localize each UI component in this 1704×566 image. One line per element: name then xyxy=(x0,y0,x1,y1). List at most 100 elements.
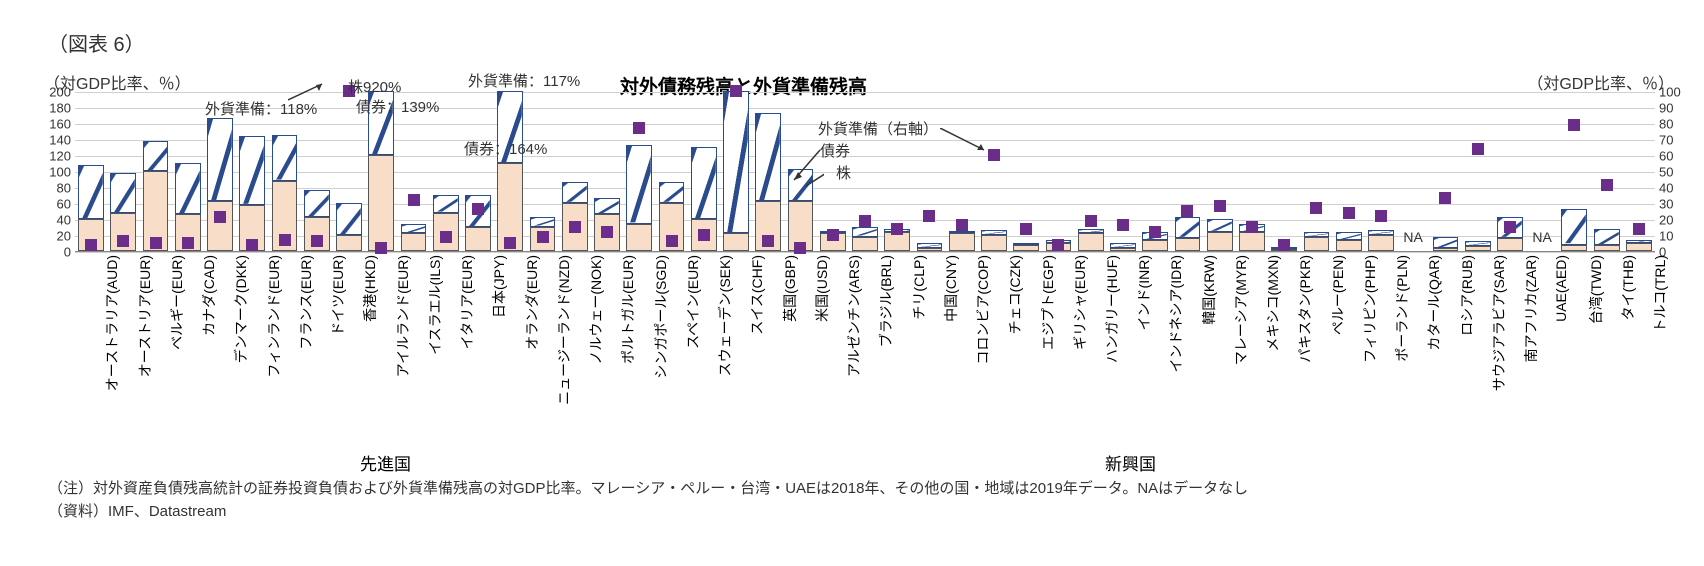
y-tick-left: 140 xyxy=(33,133,71,148)
x-axis-label: イタリア(EUR) xyxy=(457,255,477,445)
bonds-bar xyxy=(1304,237,1330,251)
reserves-marker xyxy=(569,221,581,233)
reserves-marker xyxy=(1504,221,1516,233)
y-tick-right: 70 xyxy=(1659,133,1697,148)
bonds-bar xyxy=(1336,240,1362,251)
x-axis-label: 香港(HKD) xyxy=(360,255,380,445)
bonds-bar xyxy=(884,232,910,251)
bonds-bar xyxy=(1626,243,1652,251)
bonds-bar xyxy=(1433,248,1459,251)
y-tick-left: 20 xyxy=(33,229,71,244)
x-axis-label: ギリシャ(EUR) xyxy=(1070,255,1090,445)
x-axis-label: オーストラリア(AUD) xyxy=(102,255,122,445)
x-axis-label: チェコ(CZK) xyxy=(1005,255,1025,445)
equity-bar xyxy=(1626,240,1652,243)
x-axis-label: トルコ(TRL) xyxy=(1650,255,1670,445)
y-tick-right: 20 xyxy=(1659,213,1697,228)
bar-slot xyxy=(526,92,558,251)
x-axis-label: インド(INR) xyxy=(1134,255,1154,445)
equity-bar xyxy=(1561,209,1587,244)
reserves-marker xyxy=(730,85,742,97)
equity-bar xyxy=(530,217,556,227)
callout-swiss-reserves: 外貨準備：117% xyxy=(468,70,580,91)
equity-bar xyxy=(143,141,169,171)
y-tick-right: 10 xyxy=(1659,229,1697,244)
reserves-marker xyxy=(1149,226,1161,238)
bar-slot xyxy=(946,92,978,251)
bar-slot xyxy=(1204,92,1236,251)
x-axis-label: メキシコ(MXN) xyxy=(1263,255,1283,445)
reserves-marker xyxy=(85,239,97,251)
reserves-marker xyxy=(1085,215,1097,227)
x-axis-label: ベルギー(EUR) xyxy=(167,255,187,445)
x-axis-label: フランス(EUR) xyxy=(296,255,316,445)
y-tick-right: 50 xyxy=(1659,165,1697,180)
y-tick-right: 90 xyxy=(1659,101,1697,116)
x-axis-label: コロンビア(COP) xyxy=(973,255,993,445)
equity-bar xyxy=(562,182,588,203)
equity-bar xyxy=(1078,229,1104,234)
x-axis-label: マレーシア(MYR) xyxy=(1231,255,1251,445)
bar-slot xyxy=(1107,92,1139,251)
equity-bar xyxy=(272,135,298,181)
y-tick-right: 30 xyxy=(1659,197,1697,212)
equity-bar xyxy=(981,230,1007,235)
reserves-marker xyxy=(698,229,710,241)
y-tick-right: 60 xyxy=(1659,149,1697,164)
callout-ireland-equity: 株920% xyxy=(348,76,401,97)
equity-bar xyxy=(691,147,717,219)
equity-bar xyxy=(78,165,104,219)
reserves-marker xyxy=(1472,143,1484,155)
bonds-bar xyxy=(1207,232,1233,251)
bar-slot xyxy=(1558,92,1590,251)
equity-bar xyxy=(433,195,459,213)
x-axis-label: デンマーク(DKK) xyxy=(231,255,251,445)
arrow-icon xyxy=(288,82,328,102)
x-axis-label: ポルトガル(EUR) xyxy=(618,255,638,445)
reserves-marker xyxy=(1568,119,1580,131)
reserves-marker xyxy=(117,235,129,247)
group-label-emerging: 新興国 xyxy=(1105,450,1156,475)
x-axis-label: オランダ(EUR) xyxy=(522,255,542,445)
bonds-bar xyxy=(465,227,491,251)
reserves-marker xyxy=(440,231,452,243)
x-axis-label: ブラジル(BRL) xyxy=(876,255,896,445)
bar-slot xyxy=(494,92,526,251)
legend-bonds: 債券 xyxy=(820,140,850,161)
x-axis-label: ドイツ(EUR) xyxy=(328,255,348,445)
reserves-marker xyxy=(375,242,387,254)
x-axis-label: 韓国(KRW) xyxy=(1199,255,1219,445)
x-axis-label: オーストリア(EUR) xyxy=(135,255,155,445)
equity-bar xyxy=(110,173,136,213)
equity-bar xyxy=(723,91,749,233)
y-tick-left: 120 xyxy=(33,149,71,164)
callout-ireland-bonds: 債券：139% xyxy=(356,96,439,117)
bar-slot xyxy=(1300,92,1332,251)
bar-slot xyxy=(623,92,655,251)
x-axis-label: フィンランド(EUR) xyxy=(264,255,284,445)
bar-slot xyxy=(881,92,913,251)
bar-slot xyxy=(1365,92,1397,251)
source: （資料）IMF、Datastream xyxy=(48,500,226,521)
bonds-bar xyxy=(368,155,394,251)
x-axis-label: ニュージーランド(NZD) xyxy=(554,255,574,445)
x-axis-label: カタール(QAR) xyxy=(1424,255,1444,445)
x-axis-label: UAE(AED) xyxy=(1553,255,1569,445)
equity-bar xyxy=(917,243,943,248)
y-tick-right: 80 xyxy=(1659,117,1697,132)
bar-slot xyxy=(1010,92,1042,251)
equity-bar xyxy=(755,113,781,201)
reserves-marker xyxy=(214,211,226,223)
x-axis-label: 中国(CNY) xyxy=(941,255,961,445)
x-axis-label: ポーランド(PLN) xyxy=(1392,255,1412,445)
bonds-bar xyxy=(207,201,233,251)
bonds-bar xyxy=(1594,245,1620,251)
reserves-marker xyxy=(246,239,258,251)
equity-bar xyxy=(1433,237,1459,248)
equity-bar xyxy=(1207,219,1233,232)
x-axis-label: サウジアラビア(SAR) xyxy=(1489,255,1509,445)
x-axis-label: スペイン(EUR) xyxy=(683,255,703,445)
reserves-marker xyxy=(1052,239,1064,251)
reserves-marker xyxy=(1117,219,1129,231)
y-axis-right-label: （対GDP比率、％） xyxy=(1527,70,1674,94)
